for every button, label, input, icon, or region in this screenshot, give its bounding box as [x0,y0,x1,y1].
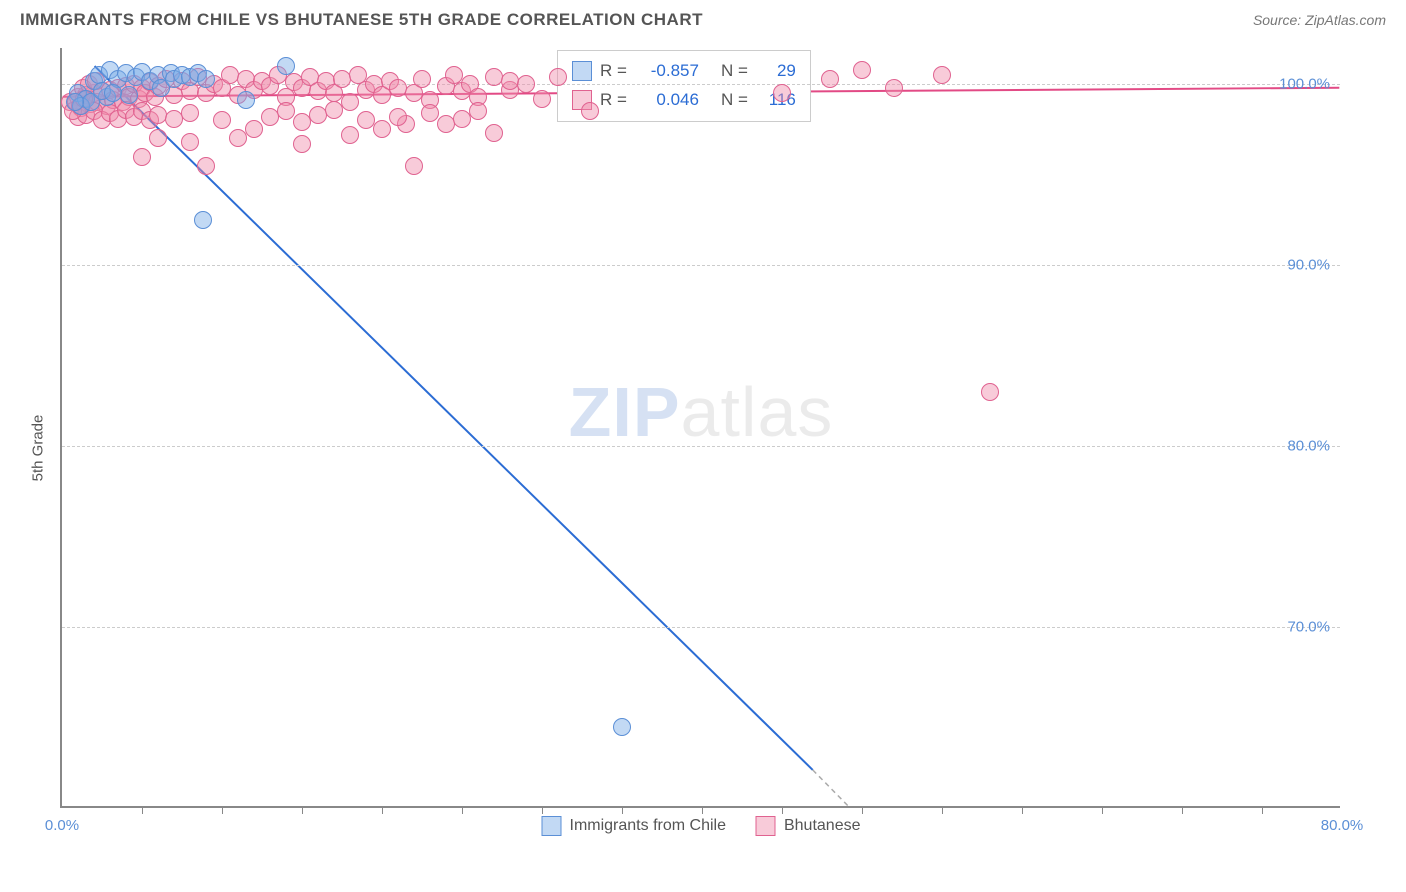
series-legend-item: Immigrants from Chile [542,816,726,836]
legend-row: R =0.046N =116 [572,86,796,115]
x-tick [142,806,143,814]
scatter-point [413,70,431,88]
scatter-point [181,133,199,151]
scatter-point [981,383,999,401]
gridline-h [62,446,1340,447]
x-tick [222,806,223,814]
regression-lines [62,48,1340,806]
source-name: ZipAtlas.com [1305,12,1386,28]
scatter-point [149,129,167,147]
scatter-point [485,124,503,142]
scatter-point [885,79,903,97]
y-tick-label: 90.0% [1287,257,1330,274]
scatter-point [821,70,839,88]
legend-n-value: 29 [756,57,796,86]
y-tick-label: 100.0% [1279,76,1330,93]
scatter-point [421,104,439,122]
legend-swatch [756,816,776,836]
scatter-point [149,106,167,124]
scatter-point [104,84,122,102]
scatter-point [293,135,311,153]
x-tick [382,806,383,814]
series-name: Bhutanese [784,817,861,835]
legend-r-label: R = [600,57,627,86]
x-tick-label: 0.0% [45,817,79,834]
scatter-point [341,126,359,144]
scatter-point [373,120,391,138]
scatter-point [341,93,359,111]
watermark-zip: ZIP [569,373,681,451]
chart-title: IMMIGRANTS FROM CHILE VS BHUTANESE 5TH G… [20,10,703,30]
scatter-point [277,57,295,75]
gridline-h [62,627,1340,628]
scatter-point [325,101,343,119]
series-legend: Immigrants from Chile Bhutanese [542,816,861,836]
legend-r-value: -0.857 [635,57,699,86]
x-tick [862,806,863,814]
series-legend-item: Bhutanese [756,816,861,836]
plot-area: ZIPatlas R =-0.857N =29R =0.046N =116 Im… [60,48,1340,808]
scatter-point [237,91,255,109]
scatter-point [221,66,239,84]
scatter-point [197,157,215,175]
x-tick [942,806,943,814]
scatter-point [405,157,423,175]
scatter-point [581,102,599,120]
scatter-point [501,72,519,90]
x-tick [1182,806,1183,814]
watermark: ZIPatlas [569,372,834,452]
x-tick [702,806,703,814]
x-tick [302,806,303,814]
y-tick-label: 80.0% [1287,438,1330,455]
x-tick [1022,806,1023,814]
scatter-point [469,102,487,120]
x-tick [462,806,463,814]
source-label: Source: [1253,12,1301,28]
scatter-point [773,84,791,102]
scatter-point [181,104,199,122]
scatter-point [277,102,295,120]
scatter-point [197,70,215,88]
legend-swatch [542,816,562,836]
legend-r-value: 0.046 [635,86,699,115]
legend-swatch [572,61,592,81]
scatter-point [213,111,231,129]
scatter-point [853,61,871,79]
x-tick [542,806,543,814]
scatter-point [549,68,567,86]
scatter-point [229,129,247,147]
scatter-point [933,66,951,84]
scatter-point [533,90,551,108]
legend-n-label: N = [721,57,748,86]
y-tick-label: 70.0% [1287,619,1330,636]
chart-container: 5th Grade ZIPatlas R = -0.857 N = 29 R = 0.04… [10,38,1396,858]
x-tick [1102,806,1103,814]
scatter-point [133,148,151,166]
legend-n-label: N = [721,86,748,115]
scatter-point [389,108,407,126]
legend-r-label: R = [600,86,627,115]
legend-row: R = -0.857 N = 29 [572,57,796,86]
chart-header: IMMIGRANTS FROM CHILE VS BHUTANESE 5TH G… [10,10,1396,38]
source-attribution: Source: ZipAtlas.com [1253,12,1386,28]
scatter-point [517,75,535,93]
x-tick [622,806,623,814]
y-axis-label: 5th Grade [30,415,47,482]
scatter-point [66,93,84,111]
series-name: Immigrants from Chile [570,817,726,835]
scatter-point [245,120,263,138]
scatter-point [613,718,631,736]
gridline-h [62,265,1340,266]
watermark-atlas: atlas [681,373,834,451]
x-tick [782,806,783,814]
x-tick [1262,806,1263,814]
scatter-point [194,211,212,229]
scatter-point [485,68,503,86]
x-tick-label: 80.0% [1321,817,1364,834]
scatter-point [120,86,138,104]
